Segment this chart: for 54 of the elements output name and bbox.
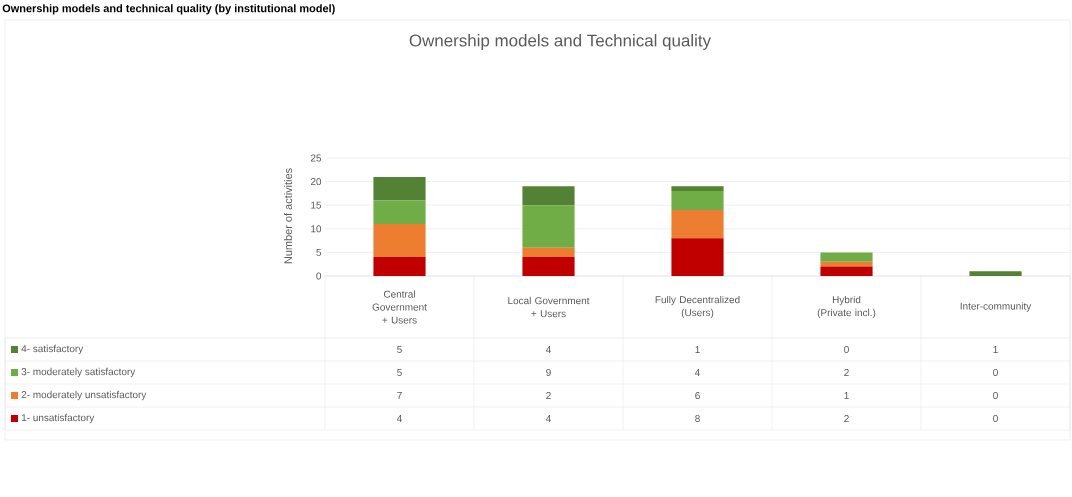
legend-label: 2- moderately unsatisfactory xyxy=(21,390,147,401)
bar xyxy=(820,252,873,262)
data-label: 5 xyxy=(397,346,402,353)
data-label: 5 xyxy=(397,369,402,376)
bar xyxy=(671,238,724,276)
bar xyxy=(671,191,724,210)
x-tick-label: Local Government + Users xyxy=(508,296,590,318)
bar xyxy=(373,200,426,225)
data-label: 2 xyxy=(844,415,849,422)
x-tick-label: Central Government + Users xyxy=(372,290,427,324)
bar xyxy=(522,186,575,206)
bar xyxy=(671,186,724,192)
data-label: 4 xyxy=(396,415,402,422)
y-tick-label: 5 xyxy=(316,248,322,256)
y-tick-label: 0 xyxy=(316,272,322,280)
y-tick-label: 20 xyxy=(310,178,322,186)
data-label: 2 xyxy=(546,392,551,399)
bar xyxy=(373,176,426,201)
data-label: 6 xyxy=(695,391,700,400)
x-tick-label: Inter-community xyxy=(960,302,1032,312)
bar xyxy=(373,224,426,258)
data-label: 9 xyxy=(546,368,551,377)
data-label: 0 xyxy=(993,414,998,423)
data-label: 1 xyxy=(844,392,849,399)
bar xyxy=(522,247,575,258)
data-label: 0 xyxy=(993,391,998,400)
data-label: 8 xyxy=(695,414,700,423)
data-label: 1 xyxy=(993,346,998,353)
y-tick-label: 15 xyxy=(311,201,322,209)
data-label: 7 xyxy=(397,392,402,399)
x-tick-label: Hybrid (Private incl.) xyxy=(817,295,876,319)
data-label: 0 xyxy=(993,368,998,377)
bar xyxy=(522,205,575,248)
legend-label: 1- unsatisfactory xyxy=(21,413,95,424)
bar xyxy=(969,271,1022,276)
legend-label: 3- moderately satisfactory xyxy=(21,367,136,378)
data-label: 4 xyxy=(694,369,700,376)
bar xyxy=(820,261,873,267)
bar xyxy=(522,257,575,276)
data-label: 1 xyxy=(695,346,700,353)
data-label: 4 xyxy=(545,415,551,422)
y-axis-title: Number of activities xyxy=(283,168,293,264)
chart-title: Ownership models and Technical quality xyxy=(409,34,712,50)
x-tick-label: Fully Decentralized (Users) xyxy=(655,295,740,319)
bar xyxy=(820,266,873,276)
bar xyxy=(373,257,426,276)
data-label: 4 xyxy=(545,346,551,353)
text: Ownership models and technical quality (by institutional model) xyxy=(2,4,335,15)
legend-label: 4- satisfactory xyxy=(21,344,84,355)
data-label: 2 xyxy=(844,369,849,376)
y-tick-label: 10 xyxy=(311,225,322,233)
y-tick-label: 25 xyxy=(310,154,322,162)
data-label: 0 xyxy=(844,345,849,354)
bar xyxy=(671,209,724,239)
